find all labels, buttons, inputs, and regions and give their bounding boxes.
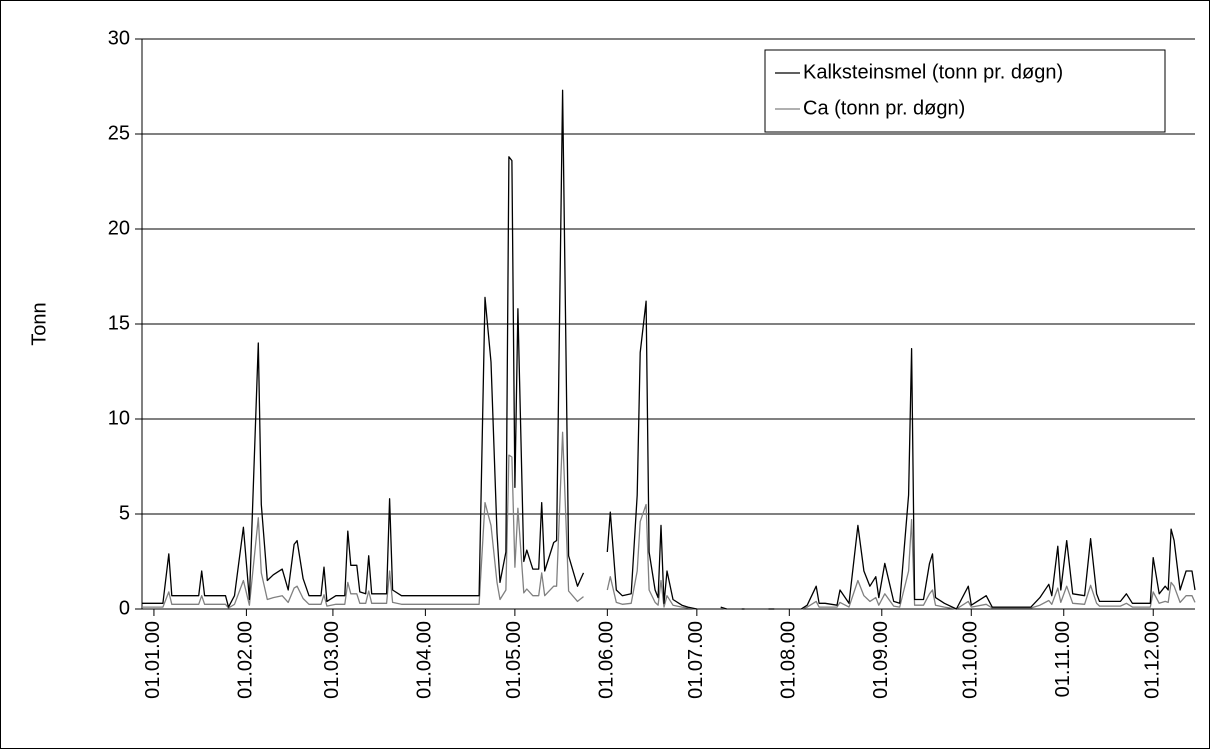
x-tick-label: 01.11.00 [1052, 621, 1074, 697]
y-tick-label: 30 [108, 27, 130, 49]
y-tick-label: 0 [119, 597, 130, 619]
x-tick-label: 01.12.00 [1142, 621, 1164, 699]
legend-label: Kalksteinsmel (tonn pr. døgn) [803, 61, 1063, 83]
x-tick-label: 01.01.00 [142, 621, 164, 699]
x-tick-label: 01.07.00 [685, 621, 707, 699]
x-tick-label: 01.03.00 [321, 621, 343, 699]
legend-box [764, 49, 1166, 133]
y-axis-label: Tonn [28, 302, 50, 345]
data-line [142, 89, 1196, 610]
y-tick-label: 5 [119, 502, 130, 524]
x-tick-label: 01.09.00 [870, 621, 892, 699]
y-tick-label: 20 [108, 217, 130, 239]
x-tick-label: 01.05.00 [503, 621, 525, 699]
x-tick-label: 01.02.00 [235, 621, 257, 699]
y-tick-label: 25 [108, 122, 130, 144]
x-tick-label: 01.06.00 [596, 621, 618, 699]
legend-label: Ca (tonn pr. døgn) [803, 97, 965, 119]
y-tick-label: 15 [108, 312, 130, 334]
x-tick-label: 01.08.00 [778, 621, 800, 699]
y-tick-label: 10 [108, 407, 130, 429]
x-tick-label: 01.10.00 [960, 621, 982, 699]
x-tick-label: 01.04.00 [414, 621, 436, 699]
